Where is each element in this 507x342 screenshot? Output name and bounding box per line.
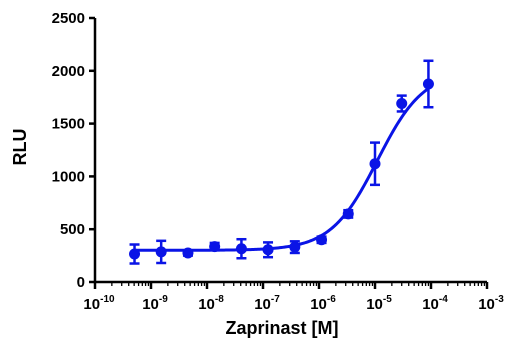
data-point xyxy=(129,248,141,260)
axes xyxy=(89,16,489,289)
x-axis-title: Zaprinast [M] xyxy=(225,318,338,338)
plot-area xyxy=(129,59,434,265)
data-point xyxy=(316,234,328,246)
data-point xyxy=(209,241,221,253)
data-point xyxy=(289,241,301,253)
x-tick-label: 10-7 xyxy=(254,294,280,313)
y-axis-title: RLU xyxy=(10,129,30,166)
data-point xyxy=(396,98,408,110)
y-tick-label: 1000 xyxy=(52,168,85,185)
x-tick-label: 10-4 xyxy=(422,294,448,313)
fit-curve xyxy=(134,87,430,252)
data-point xyxy=(182,247,194,259)
y-tick-label: 0 xyxy=(77,274,85,291)
x-tick-label: 10-5 xyxy=(366,294,392,313)
data-point xyxy=(262,244,274,256)
data-point xyxy=(369,158,381,170)
data-point xyxy=(235,243,247,255)
x-tick-label: 10-8 xyxy=(198,294,224,313)
y-tick-label: 500 xyxy=(60,221,85,238)
y-tick-label: 2500 xyxy=(52,10,85,27)
y-axis-title-group: RLU xyxy=(10,129,30,166)
x-tick-label: 10-3 xyxy=(478,294,504,313)
x-tick-label: 10-9 xyxy=(142,294,168,313)
x-tick-label: 10-6 xyxy=(310,294,336,313)
data-point xyxy=(342,208,354,220)
y-tick-label: 2000 xyxy=(52,63,85,80)
y-tick-label: 1500 xyxy=(52,116,85,133)
tick-labels: 0 500 1000 1500 2000 2500 10-10 10-9 10-8 10-7 10-… xyxy=(52,10,505,313)
x-tick-label: 10-10 xyxy=(83,294,115,313)
data-point xyxy=(155,246,167,258)
data-point xyxy=(422,78,434,90)
